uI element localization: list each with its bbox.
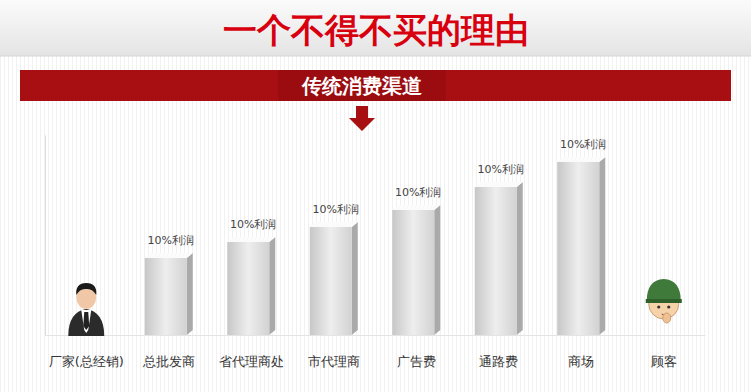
bar-front: [392, 210, 434, 335]
bar-annotation: 10%利润: [230, 218, 276, 231]
bar-side: [352, 222, 358, 335]
icon-hand: [663, 313, 671, 323]
icon-shirt: [81, 310, 91, 333]
bar-annotation: 10%利润: [560, 138, 606, 151]
bar-top: [310, 222, 358, 227]
bar-side: [434, 205, 440, 335]
x-tick: 顾客: [651, 335, 677, 369]
bar-top: [227, 237, 275, 242]
x-tick-label: 商场: [568, 354, 594, 369]
icon-manufacturer: [68, 283, 104, 336]
x-tick-label: 市代理商: [308, 354, 360, 369]
header-band: [0, 0, 751, 56]
banner-center: [278, 70, 446, 101]
x-tick-label: 厂家(总经销): [49, 354, 124, 369]
bar-top: [145, 253, 193, 258]
y-axis: [45, 136, 46, 336]
x-tick-label: 省代理商处: [219, 354, 284, 369]
chart-root: 一个不得不买的理由传统消费渠道厂家(总经销) 总批发商 省代理商处 市代理商 广告费 通路…: [0, 0, 751, 392]
x-tick: 商场: [568, 335, 594, 369]
bar-side: [517, 182, 523, 335]
bar: [145, 253, 193, 335]
subtitle: 传统消费渠道: [301, 74, 422, 98]
x-tick: 广告费: [397, 335, 436, 369]
icon-customer: [646, 279, 682, 323]
title: 一个不得不买的理由: [223, 10, 529, 50]
bar: [392, 205, 440, 335]
bar-side: [599, 157, 605, 335]
icon-body: [68, 309, 104, 336]
bar-annotation: 10%利润: [148, 234, 194, 247]
x-axis: 厂家(总经销) 总批发商 省代理商处 市代理商 广告费 通路费 商场 顾客: [46, 335, 706, 369]
x-tick: 厂家(总经销): [49, 335, 124, 369]
plot-area: [145, 157, 606, 335]
x-tick-label: 广告费: [397, 354, 436, 369]
banner: [20, 70, 731, 101]
bar: [227, 237, 275, 335]
bar: [310, 222, 358, 335]
chart-svg: 一个不得不买的理由传统消费渠道厂家(总经销) 总批发商 省代理商处 市代理商 广告费 通路…: [0, 0, 751, 392]
bar-annotation: 10%利润: [395, 186, 441, 199]
x-axis-line: [46, 335, 706, 336]
bar-top: [557, 157, 605, 162]
bar-side: [187, 253, 193, 335]
icon-eye: [667, 305, 670, 308]
y-axis-line: [45, 136, 46, 336]
bar-front: [475, 187, 517, 335]
bar-top: [475, 182, 523, 187]
down-arrow: [349, 106, 375, 131]
icon-hair: [76, 283, 96, 295]
x-tick: 总批发商: [142, 335, 195, 369]
x-tick-label: 总批发商: [142, 354, 195, 369]
icon-tie: [83, 312, 89, 330]
bar: [475, 182, 523, 335]
bar-front: [145, 258, 187, 335]
bar-front: [310, 227, 352, 335]
icon-helmet-rim: [646, 299, 682, 303]
bar: [557, 157, 605, 335]
bar-front: [227, 242, 269, 335]
x-tick-label: 通路费: [479, 354, 518, 369]
icon-helmet: [647, 279, 681, 301]
bar-annotation: 10%利润: [478, 163, 524, 176]
header-rule: [0, 56, 751, 57]
x-tick: 通路费: [479, 335, 518, 369]
icon-eye: [657, 305, 660, 308]
background: [0, 0, 751, 392]
bar-annotation: 10%利润: [313, 203, 359, 216]
x-tick: 省代理商处: [219, 335, 284, 369]
bar-front: [557, 162, 599, 335]
x-tick-label: 顾客: [651, 354, 677, 369]
bar-side: [269, 237, 275, 335]
x-tick: 市代理商: [308, 335, 360, 369]
bar-top: [392, 205, 440, 210]
